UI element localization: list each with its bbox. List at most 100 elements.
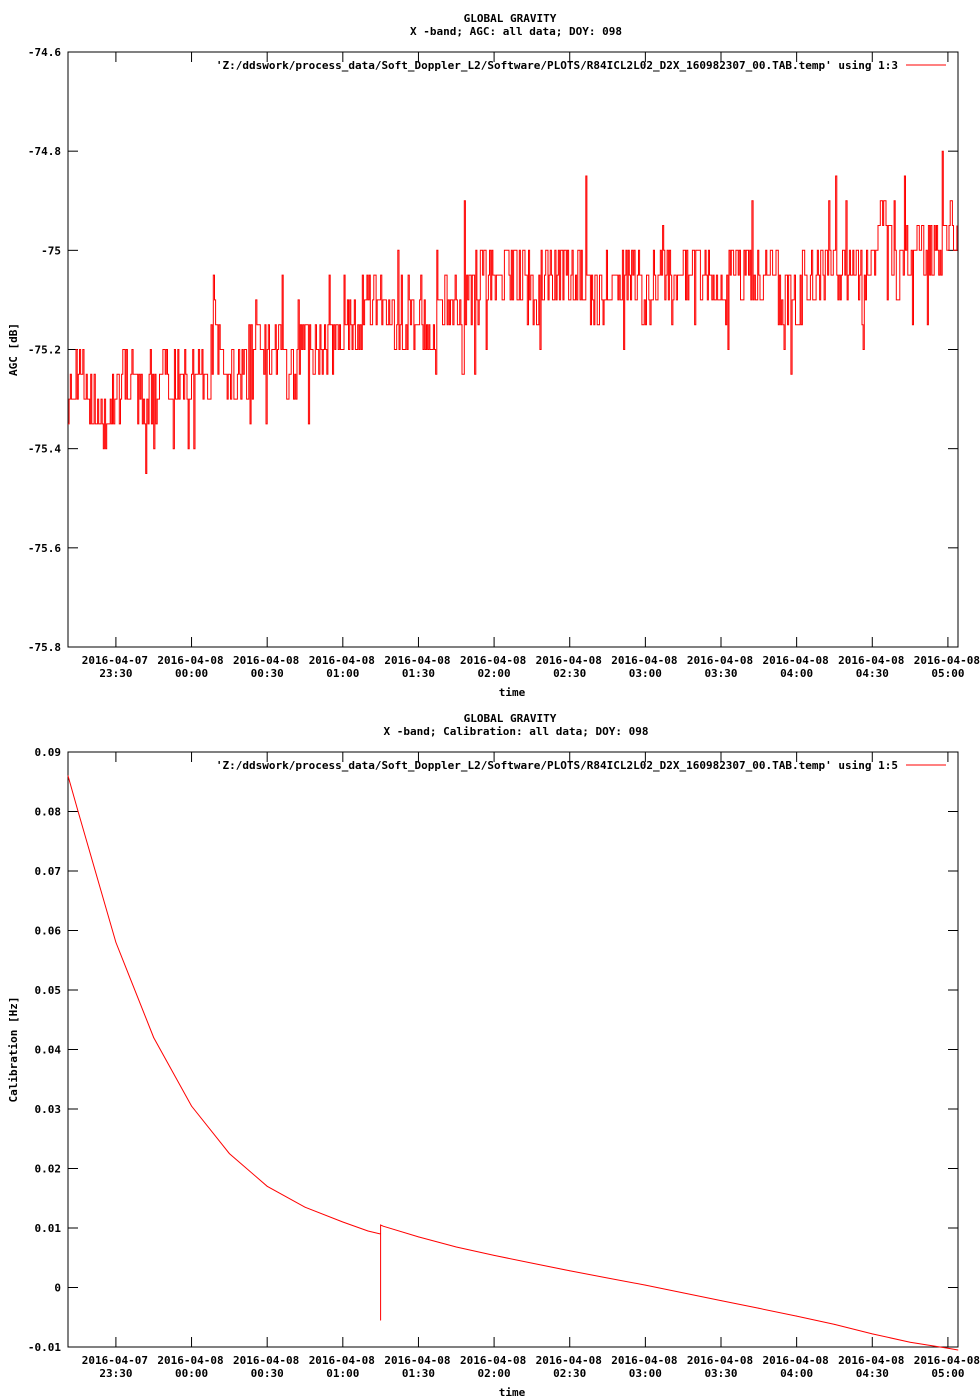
x-tick-time: 03:00 [629, 667, 662, 680]
y-tick-label: 0.01 [35, 1222, 62, 1235]
x-tick-date: 2016-04-08 [611, 654, 677, 667]
calibration-data-point [531, 1262, 533, 1264]
x-tick-date: 2016-04-08 [460, 654, 526, 667]
x-tick-time: 01:30 [402, 1367, 435, 1380]
x-tick-time: 01:30 [402, 667, 435, 680]
y-tick-label: -74.6 [28, 46, 61, 59]
x-tick-time: 00:30 [251, 667, 284, 680]
x-axis-label: time [499, 1386, 526, 1399]
legend-label: 'Z:/ddswork/process_data/Soft_Doppler_L2… [216, 759, 898, 772]
x-tick-time: 02:00 [478, 1367, 511, 1380]
calibration-data-point [607, 1277, 608, 1279]
calibration-data-point [266, 1185, 268, 1187]
calibration-data-point [569, 1270, 571, 1272]
y-tick-label: 0.04 [35, 1044, 62, 1057]
y-axis-label: Calibration [Hz] [7, 997, 20, 1103]
x-tick-date: 2016-04-08 [838, 654, 904, 667]
y-axis-label: AGC [dB] [7, 323, 20, 376]
calibration-data-point [720, 1300, 722, 1301]
x-tick-date: 2016-04-08 [687, 654, 753, 667]
y-tick-label: 0.05 [35, 984, 62, 997]
calibration-data-point [382, 1225, 384, 1227]
y-tick-label: 0.08 [35, 806, 62, 819]
x-tick-time: 04:30 [856, 667, 889, 680]
y-tick-label: -75.6 [28, 542, 61, 555]
y-tick-label: -75.4 [28, 443, 61, 456]
x-tick-time: 23:30 [99, 1367, 132, 1380]
calibration-data-point [871, 1333, 873, 1335]
x-tick-date: 2016-04-08 [384, 654, 450, 667]
x-tick-date: 2016-04-08 [536, 1354, 602, 1367]
calibration-data-point [644, 1284, 646, 1286]
calibration-data-point [380, 1224, 382, 1226]
x-tick-time: 03:00 [629, 1367, 662, 1380]
calibration-data-point [191, 1105, 192, 1107]
x-tick-time: 05:00 [931, 1367, 964, 1380]
x-tick-date: 2016-04-07 [82, 1354, 148, 1367]
x-tick-time: 03:30 [704, 667, 737, 680]
x-tick-time: 23:30 [99, 667, 132, 680]
x-tick-date: 2016-04-08 [611, 1354, 677, 1367]
y-tick-label: 0.03 [35, 1103, 62, 1116]
calibration-data-point [115, 942, 117, 943]
agc-series-line [68, 150, 958, 474]
x-tick-date: 2016-04-07 [82, 654, 148, 667]
y-tick-label: 0.09 [35, 746, 62, 759]
x-tick-time: 00:00 [175, 1367, 208, 1380]
plot-frame [67, 751, 959, 1348]
calibration-data-point [455, 1246, 457, 1248]
calibration-data-point [758, 1307, 760, 1309]
y-tick-label: -74.8 [28, 145, 61, 158]
y-tick-label: -75.8 [28, 641, 61, 654]
calibration-data-point [493, 1254, 495, 1256]
calibration-data-point [67, 775, 69, 777]
x-tick-time: 00:00 [175, 667, 208, 680]
y-tick-label: -75.2 [28, 344, 61, 357]
calibration-data-point [947, 1347, 949, 1349]
calibration-data-point [796, 1315, 798, 1317]
x-tick-time: 04:00 [780, 1367, 813, 1380]
calibration-data-point [153, 1037, 155, 1038]
y-tick-label: -75 [41, 244, 61, 257]
chart-title: GLOBAL GRAVITY [464, 712, 557, 725]
calibration-data-point [682, 1292, 684, 1294]
x-tick-date: 2016-04-08 [914, 1354, 980, 1367]
chart-subtitle: X -band; AGC: all data; DOY: 098 [410, 25, 622, 38]
x-tick-time: 02:00 [478, 667, 511, 680]
calibration-data-point [418, 1236, 419, 1238]
calibration-data-point [957, 1349, 959, 1351]
calibration-data-point [367, 1230, 369, 1232]
x-tick-date: 2016-04-08 [687, 1354, 753, 1367]
x-axis-label: time [499, 686, 526, 699]
x-tick-date: 2016-04-08 [309, 654, 375, 667]
x-tick-time: 04:30 [856, 1367, 889, 1380]
x-tick-time: 02:30 [553, 667, 586, 680]
x-tick-date: 2016-04-08 [536, 654, 602, 667]
calibration-data-point [380, 1233, 382, 1235]
x-tick-date: 2016-04-08 [233, 654, 299, 667]
calibration-data-point [342, 1221, 344, 1223]
y-tick-label: 0 [54, 1282, 61, 1295]
x-tick-date: 2016-04-08 [309, 1354, 375, 1367]
x-tick-time: 01:00 [326, 667, 359, 680]
x-tick-time: 01:00 [326, 1367, 359, 1380]
x-tick-date: 2016-04-08 [763, 654, 829, 667]
y-tick-label: -0.01 [28, 1341, 61, 1354]
calibration-data-point [228, 1153, 230, 1155]
calibration-data-point [909, 1341, 911, 1343]
x-tick-date: 2016-04-08 [460, 1354, 526, 1367]
x-tick-date: 2016-04-08 [233, 1354, 299, 1367]
chart-title: GLOBAL GRAVITY [464, 12, 557, 25]
calibration-data-point [834, 1323, 835, 1325]
y-tick-label: 0.06 [35, 925, 62, 938]
x-tick-time: 05:00 [931, 667, 964, 680]
legend-label: 'Z:/ddswork/process_data/Soft_Doppler_L2… [216, 59, 898, 72]
calibration-data-point [380, 1319, 382, 1321]
calibration-series-line [67, 775, 959, 1351]
x-tick-date: 2016-04-08 [914, 654, 980, 667]
x-tick-date: 2016-04-08 [763, 1354, 829, 1367]
calibration-data-point [304, 1206, 306, 1208]
y-tick-label: 0.02 [35, 1163, 62, 1176]
